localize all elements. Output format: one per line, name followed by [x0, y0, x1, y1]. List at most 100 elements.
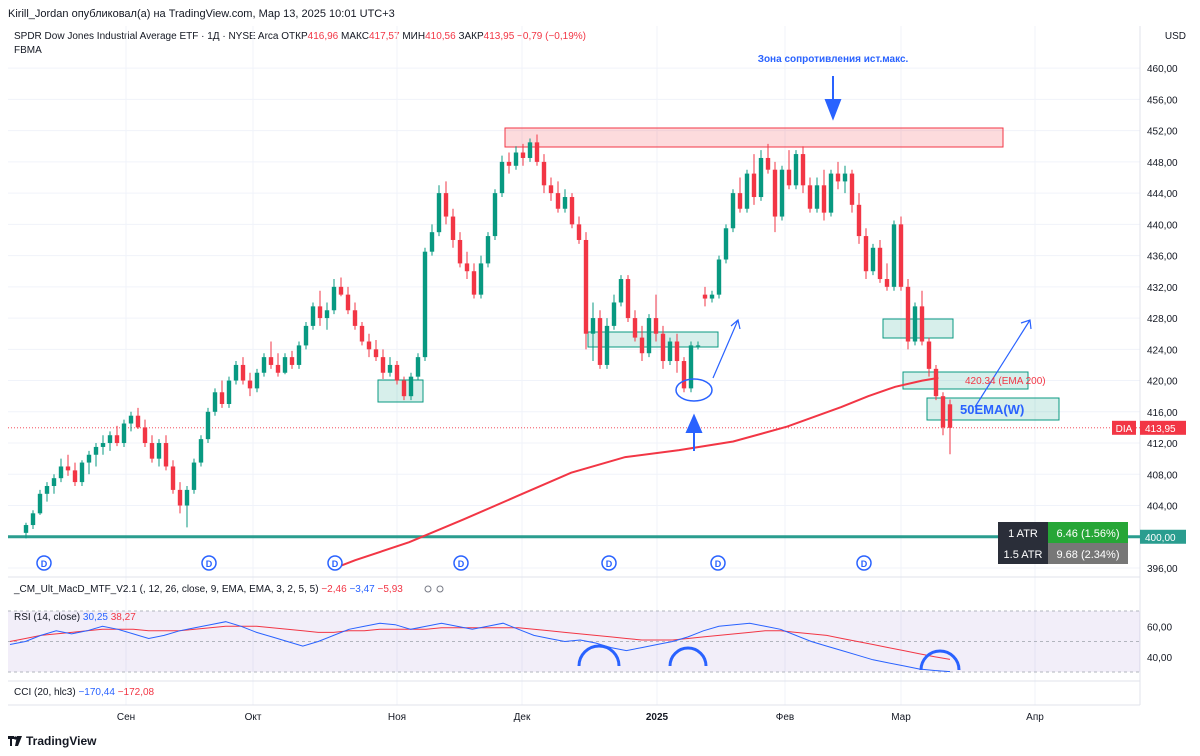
dividend-letter: D: [715, 559, 722, 569]
candle-body: [604, 325, 610, 365]
brand-name: TradingView: [26, 734, 97, 748]
candle-body: [198, 439, 204, 463]
high-label: МАКС: [341, 31, 369, 42]
publisher-line: Kirill_Jordan опубликовал(а) на TradingV…: [8, 8, 395, 20]
symbol-tag[interactable]: [1112, 420, 1136, 435]
level-price-tag[interactable]: [1140, 529, 1186, 544]
cci-value: −170,44: [78, 687, 115, 698]
time-tick-label: Апр: [1026, 712, 1044, 723]
tradingview-brand[interactable]: TradingView: [8, 734, 96, 748]
candle-body: [359, 325, 365, 342]
annotation-overlay: Зона сопротивления ист.макс. 420.34 (EMA …: [36, 54, 1186, 593]
candle-body: [429, 232, 435, 252]
cci-signal-value: −172,08: [117, 687, 155, 698]
dividend-icon[interactable]: [856, 555, 872, 571]
candle-body: [471, 271, 477, 295]
candle-body: [163, 443, 169, 467]
candle-body: [849, 173, 855, 205]
candle-body: [499, 161, 505, 194]
candle-body: [135, 415, 141, 428]
candle-body: [534, 142, 540, 162]
last-price-tag[interactable]: [1140, 420, 1186, 435]
macd-value-3: −5,93: [377, 584, 403, 595]
support-zone[interactable]: [587, 331, 719, 348]
candle-body: [786, 169, 792, 186]
rsi-highlight-arc[interactable]: [668, 646, 708, 667]
candle-body: [541, 161, 547, 186]
dividend-icon[interactable]: [36, 555, 52, 571]
atr-value-cell: [1048, 543, 1128, 564]
settings-icon[interactable]: [436, 585, 444, 593]
projection-arrow-icon[interactable]: [974, 319, 1032, 408]
ema-200-label: 420.34 (EMA 200): [965, 376, 1046, 387]
macd-legend[interactable]: _CM_Ult_MacD_MTF_V2.1 (, 12, 26, close, …: [14, 584, 403, 595]
indicator-legend[interactable]: FBMA: [14, 45, 42, 56]
candle-body: [100, 443, 106, 447]
candle-body: [170, 466, 176, 490]
level-price-label: 400,00: [1145, 533, 1176, 544]
candle-body: [247, 380, 253, 389]
rsi-highlight-arc[interactable]: [577, 644, 621, 667]
candle-body: [877, 247, 883, 280]
symbol-title[interactable]: SPDR Dow Jones Industrial Average ETF · …: [14, 31, 279, 42]
candle-body: [44, 485, 50, 494]
candle-body: [919, 306, 925, 342]
candle-body: [947, 404, 953, 428]
cci-legend[interactable]: CCI (20, hlc3) −170,44 −172,08: [14, 687, 154, 698]
dividend-icon[interactable]: [453, 555, 469, 571]
candle-body: [520, 152, 526, 158]
support-zone[interactable]: [377, 379, 424, 403]
candle-body: [870, 247, 876, 272]
candle-body: [506, 161, 512, 166]
candle-body: [940, 396, 946, 428]
candle-body: [79, 462, 85, 483]
candle-body: [695, 345, 701, 347]
candle-body: [716, 259, 722, 295]
last-price-label: 413,95: [1145, 424, 1176, 435]
time-tick-label: Сен: [117, 712, 135, 723]
candle-body: [891, 224, 897, 287]
candle-body: [653, 318, 659, 334]
price-tick-label: 452,00: [1147, 127, 1178, 138]
symbol-tag-label: DIA: [1116, 424, 1133, 435]
symbol-legend: SPDR Dow Jones Industrial Average ETF · …: [14, 31, 586, 42]
price-tick-label: 436,00: [1147, 252, 1178, 263]
candle-body: [905, 286, 911, 342]
dividend-icon[interactable]: [201, 555, 217, 571]
ema-200-path[interactable]: [338, 376, 939, 568]
dividend-icon[interactable]: [601, 555, 617, 571]
candle-body: [884, 279, 890, 287]
rsi-legend[interactable]: RSI (14, close) 30,25 38,27: [14, 612, 136, 623]
candle-body: [303, 325, 309, 346]
dividend-letter: D: [458, 559, 465, 569]
candle-body: [590, 318, 596, 334]
eye-icon[interactable]: [424, 585, 432, 593]
candle-body: [821, 185, 827, 213]
candle-body: [898, 224, 904, 287]
candle-body: [149, 443, 155, 459]
support-zone[interactable]: [882, 318, 954, 339]
dividend-icon[interactable]: [710, 555, 726, 571]
candle-body: [366, 341, 372, 350]
candle-body: [226, 380, 232, 404]
support-zone[interactable]: [926, 397, 1060, 421]
candle-body: [338, 286, 344, 295]
resistance-label: Зона сопротивления ист.макс.: [758, 54, 909, 65]
dividend-icon[interactable]: [327, 555, 343, 571]
price-tick-label: 412,00: [1147, 439, 1178, 450]
time-tick-label: Ноя: [388, 712, 406, 723]
currency-label[interactable]: USD: [1164, 31, 1186, 42]
projection-arrow-icon[interactable]: [712, 318, 741, 379]
candle-body: [842, 173, 848, 182]
atr-label-cell: [998, 543, 1048, 564]
resistance-zone[interactable]: [504, 127, 1004, 148]
price-tick-label: 440,00: [1147, 220, 1178, 231]
candle-body: [807, 185, 813, 209]
dividend-letter: D: [41, 559, 48, 569]
rsi-line[interactable]: [9, 621, 951, 673]
candle-body: [121, 423, 127, 444]
rsi-highlight-arc[interactable]: [919, 649, 961, 671]
time-tick-label: Окт: [245, 712, 262, 723]
highlight-ellipse[interactable]: [675, 378, 713, 402]
